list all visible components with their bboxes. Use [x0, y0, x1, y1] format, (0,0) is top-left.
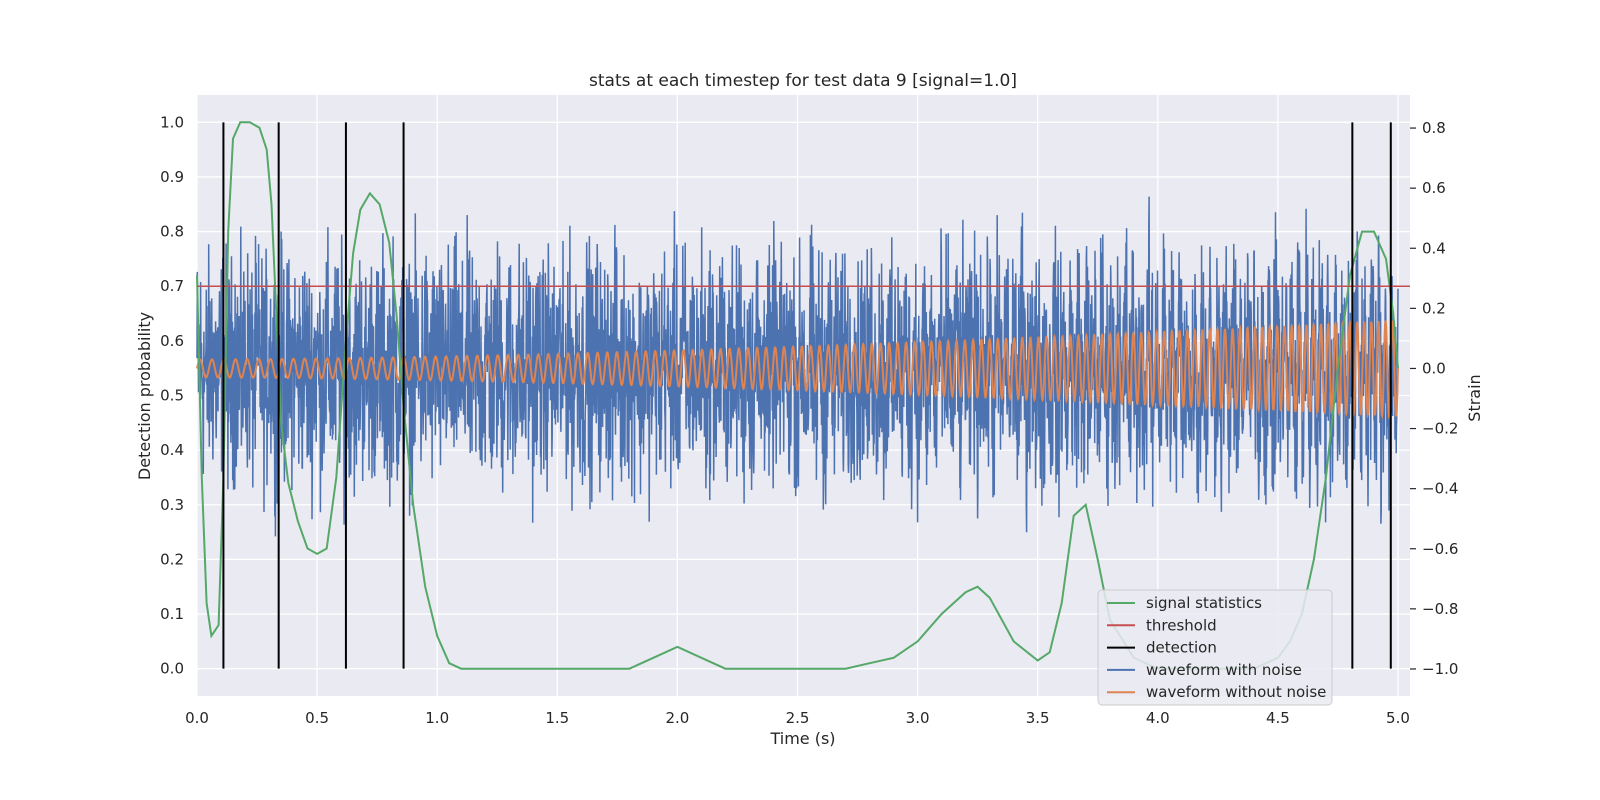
waveform-with-noise-line — [196, 196, 1399, 537]
left-y-tick-label: 0.3 — [160, 496, 184, 514]
left-y-tick-label: 0.1 — [160, 605, 184, 623]
left-y-tick-label: 0.7 — [160, 277, 184, 295]
left-y-tick-label: 0.0 — [160, 660, 184, 678]
left-y-tick-label: 0.5 — [160, 387, 184, 405]
right-y-tick-label: 0.0 — [1422, 359, 1446, 377]
legend-items: signal statistics threshold detection wavef… — [1107, 594, 1326, 701]
right-y-tick-label: −0.8 — [1422, 600, 1458, 618]
right-y-tick-label: −1.0 — [1422, 660, 1458, 678]
x-tick-label: 2.5 — [786, 709, 810, 727]
x-tick-label: 1.5 — [545, 709, 569, 727]
left-y-tick-label: 0.8 — [160, 223, 184, 241]
right-y-tick-label: 0.6 — [1422, 179, 1446, 197]
left-y-tick-label: 0.2 — [160, 550, 184, 568]
left-y-axis-ticks: 0.0 0.1 0.2 0.3 0.4 0.5 0.6 0.7 0.8 0.9 1.0 — [160, 113, 184, 677]
right-y-axis-ticks: −1.0 −0.8 −0.6 −0.4 −0.2 0.0 0.2 0.4 0.6 0.8 — [1410, 119, 1458, 678]
right-y-axis-label: Strain — [1465, 374, 1484, 421]
left-y-tick-label: 0.9 — [160, 168, 184, 186]
right-y-tick-label: 0.8 — [1422, 119, 1446, 137]
right-y-tick-label: −0.4 — [1422, 480, 1458, 498]
detection-lines — [222, 122, 1392, 669]
x-tick-label: 0.0 — [185, 709, 209, 727]
x-tick-label: 4.5 — [1266, 709, 1290, 727]
legend-label: signal statistics — [1146, 594, 1262, 612]
series-layer — [196, 121, 1410, 670]
x-tick-label: 0.5 — [305, 709, 329, 727]
legend-box — [1097, 589, 1333, 706]
x-tick-label: 5.0 — [1386, 709, 1410, 727]
x-tick-label: 2.0 — [665, 709, 689, 727]
chart-title: stats at each timestep for test data 9 [… — [589, 71, 1017, 91]
right-y-tick-label: 0.2 — [1422, 299, 1446, 317]
x-tick-label: 1.0 — [425, 709, 449, 727]
left-y-tick-label: 0.6 — [160, 332, 184, 350]
legend-label: waveform without noise — [1146, 683, 1326, 701]
waveform-without-noise-line — [196, 319, 1399, 420]
left-y-tick-label: 1.0 — [160, 113, 184, 131]
x-axis-ticks: 0.0 0.5 1.0 1.5 2.0 2.5 3.0 3.5 4.0 4.5 5.0 — [185, 709, 1410, 727]
left-y-axis-label: Detection probability — [135, 312, 154, 480]
right-y-tick-label: −0.6 — [1422, 540, 1458, 558]
x-axis-label: Time (s) — [769, 729, 835, 748]
right-y-tick-label: −0.2 — [1422, 420, 1458, 438]
legend-label: detection — [1146, 639, 1217, 657]
x-tick-label: 4.0 — [1146, 709, 1170, 727]
legend-label: threshold — [1146, 616, 1217, 634]
legend-label: waveform with noise — [1146, 661, 1302, 679]
x-tick-label: 3.0 — [906, 709, 930, 727]
legend: signal statistics threshold detection wavef… — [1097, 589, 1333, 706]
left-y-tick-label: 0.4 — [160, 441, 184, 459]
right-y-tick-label: 0.4 — [1422, 239, 1446, 257]
x-tick-label: 3.5 — [1026, 709, 1050, 727]
